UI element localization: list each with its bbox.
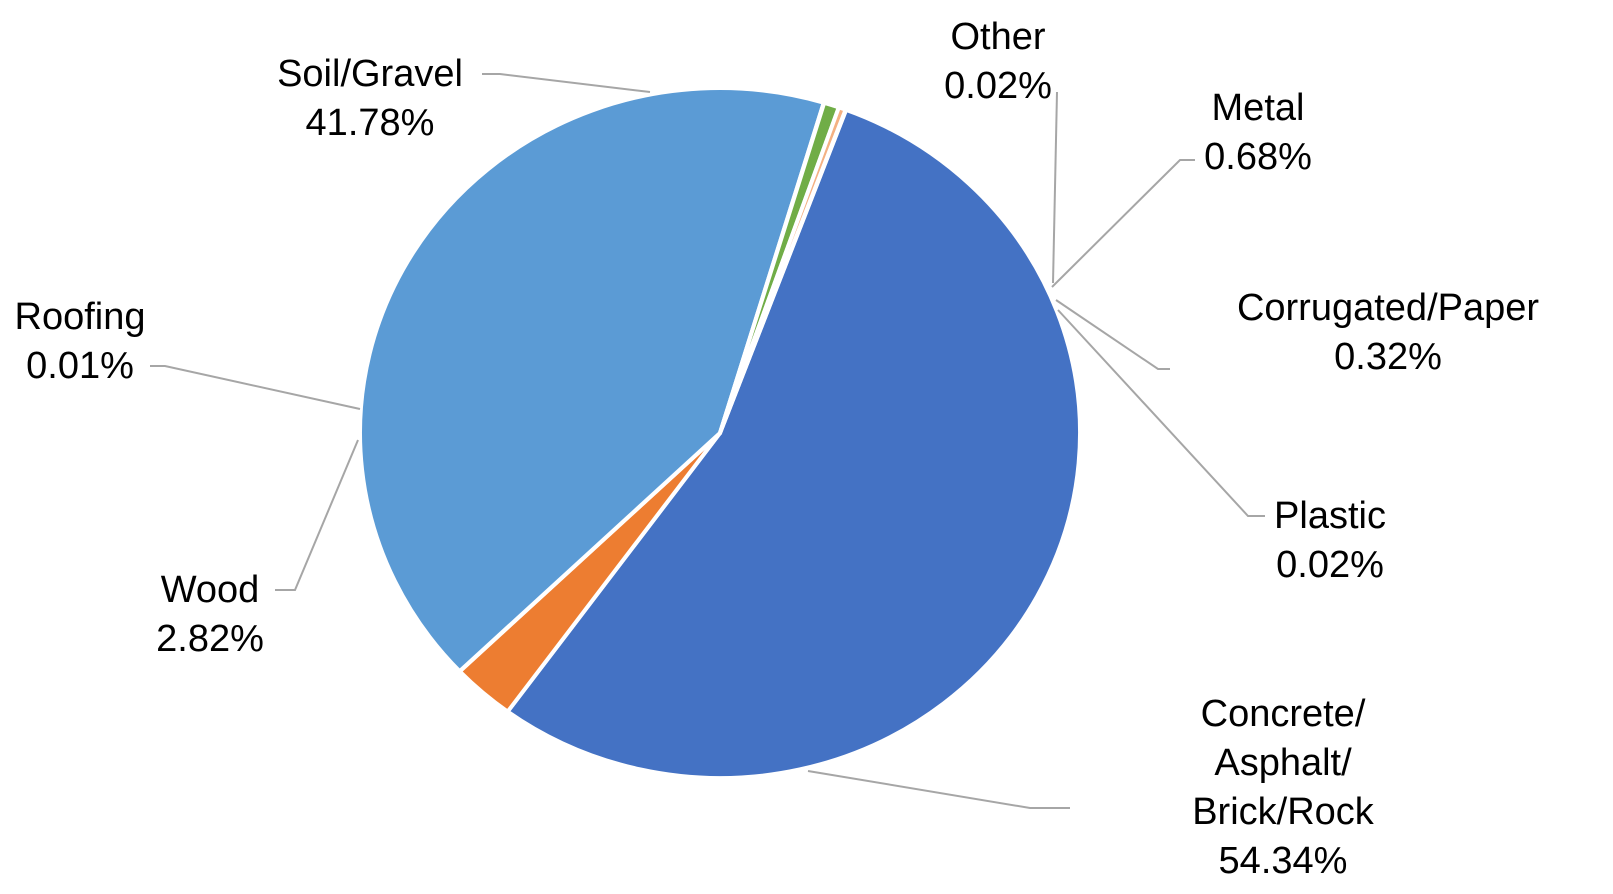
leader-line-concrete-asphalt-brick-rock: [807, 770, 1070, 809]
data-label-concrete-asphalt-brick-rock: Concrete/Asphalt/Brick/Rock 54.34%: [1192, 693, 1375, 882]
data-label-plastic: Plastic 0.02%: [1274, 495, 1386, 586]
data-label-wood: Wood 2.82%: [156, 569, 264, 660]
leader-line-other: [1052, 91, 1058, 284]
data-label-other: Other 0.02%: [944, 16, 1052, 107]
slice-labels: Concrete/Asphalt/Brick/Rock 54.34% Wood 2.8…: [15, 16, 1540, 882]
leader-line-wood: [275, 439, 359, 591]
data-label-soil-gravel: Soil/Gravel 41.78%: [277, 53, 463, 144]
leader-line-plastic: [1057, 309, 1265, 517]
pie-slices: [358, 86, 1082, 780]
leader-lines: [150, 73, 1265, 809]
leader-line-corrugated-paper: [1055, 299, 1170, 370]
pie-slice-concrete-asphalt-brick-rock: [505, 107, 1082, 780]
leader-line-roofing: [150, 365, 361, 410]
pie-slice-plastic: [718, 107, 849, 435]
data-label-corrugated-paper: Corrugated/Paper 0.32%: [1237, 287, 1539, 378]
leader-line-soil-gravel: [482, 73, 651, 93]
data-label-roofing: Roofing 0.01%: [15, 296, 146, 387]
data-label-metal: Metal 0.68%: [1204, 87, 1312, 178]
leader-line-metal: [1051, 159, 1195, 288]
pie-slice-soil-gravel: [358, 86, 826, 674]
